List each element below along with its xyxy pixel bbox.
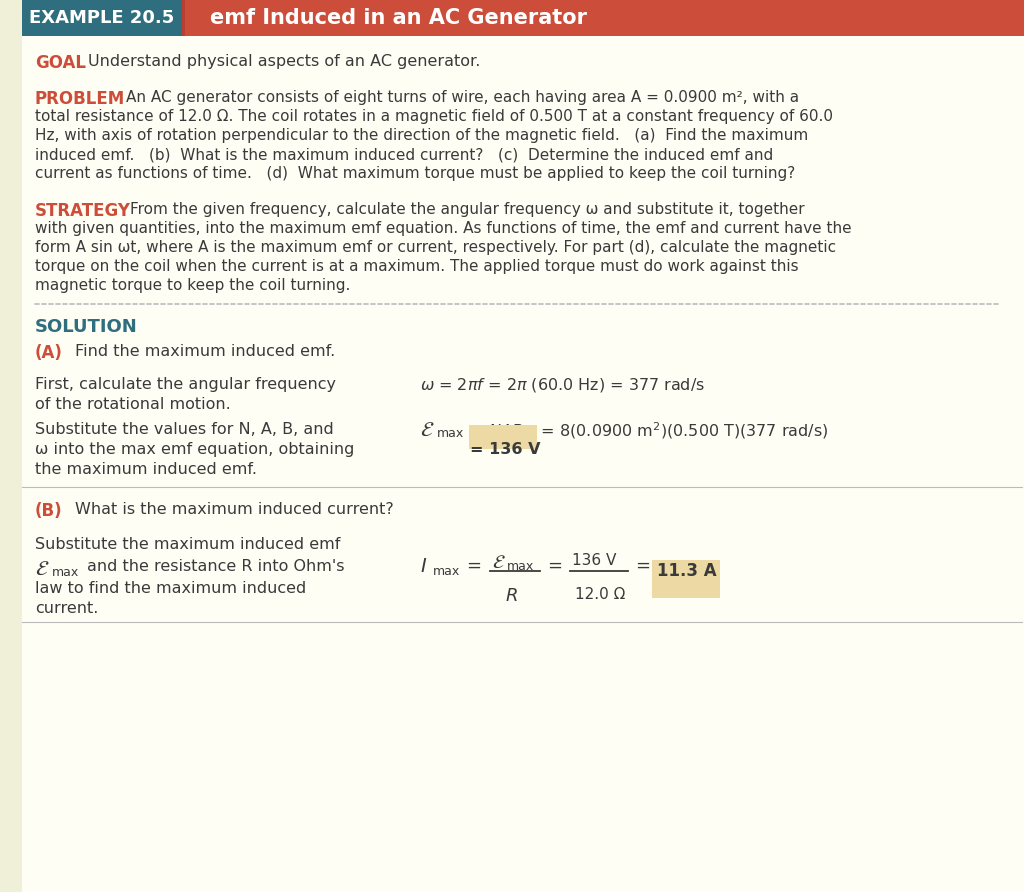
Text: = 136 V: = 136 V	[470, 442, 541, 457]
Text: max: max	[52, 566, 79, 579]
Text: ω into the max emf equation, obtaining: ω into the max emf equation, obtaining	[35, 442, 354, 457]
Text: First, calculate the angular frequency: First, calculate the angular frequency	[35, 377, 336, 392]
FancyBboxPatch shape	[469, 425, 537, 449]
Text: (B): (B)	[35, 502, 62, 520]
Text: GOAL: GOAL	[35, 54, 86, 72]
Text: the maximum induced emf.: the maximum induced emf.	[35, 462, 257, 477]
Text: $\mathcal{E}$: $\mathcal{E}$	[492, 553, 506, 572]
Text: induced emf.   (b)  What is the maximum induced current?   (c)  Determine the in: induced emf. (b) What is the maximum ind…	[35, 147, 773, 162]
Text: and the resistance R into Ohm's: and the resistance R into Ohm's	[87, 559, 344, 574]
Text: An AC generator consists of eight turns of wire, each having area A = 0.0900 m²,: An AC generator consists of eight turns …	[126, 90, 799, 105]
Text: Hz, with axis of rotation perpendicular to the direction of the magnetic field. : Hz, with axis of rotation perpendicular …	[35, 128, 808, 143]
Text: EXAMPLE 20.5: EXAMPLE 20.5	[30, 9, 175, 27]
Text: current as functions of time.   (d)  What maximum torque must be applied to keep: current as functions of time. (d) What m…	[35, 166, 796, 181]
Text: current.: current.	[35, 601, 98, 616]
Text: (A): (A)	[35, 344, 62, 362]
Text: magnetic torque to keep the coil turning.: magnetic torque to keep the coil turning…	[35, 278, 350, 293]
Text: with given quantities, into the maximum emf equation. As functions of time, the : with given quantities, into the maximum …	[35, 221, 852, 236]
Text: total resistance of 12.0 Ω. The coil rotates in a magnetic field of 0.500 T at a: total resistance of 12.0 Ω. The coil rot…	[35, 109, 833, 124]
Text: Find the maximum induced emf.: Find the maximum induced emf.	[75, 344, 335, 359]
Text: emf Induced in an AC Generator: emf Induced in an AC Generator	[210, 8, 587, 28]
Text: 136 V: 136 V	[572, 553, 616, 568]
Text: $\omega$ = 2$\pi$$f$ = 2$\pi$ (60.0 Hz) = 377 rad/s: $\omega$ = 2$\pi$$f$ = 2$\pi$ (60.0 Hz) …	[420, 376, 705, 394]
Text: = $NAB\omega$ = 8(0.0900 m$^2$)(0.500 T)(377 rad/s): = $NAB\omega$ = 8(0.0900 m$^2$)(0.500 T)…	[470, 420, 828, 441]
Text: $R$: $R$	[505, 587, 518, 605]
Text: SOLUTION: SOLUTION	[35, 318, 138, 336]
Text: form A sin ωt, where A is the maximum emf or current, respectively. For part (d): form A sin ωt, where A is the maximum em…	[35, 240, 837, 255]
Text: 12.0 Ω: 12.0 Ω	[575, 587, 626, 602]
Text: Substitute the values for N, A, B, and: Substitute the values for N, A, B, and	[35, 422, 334, 437]
Text: =: =	[466, 557, 481, 575]
Text: $\mathcal{E}$: $\mathcal{E}$	[35, 559, 49, 579]
Bar	[22, 0, 182, 36]
Text: 11.3 A: 11.3 A	[657, 562, 717, 580]
Text: PROBLEM: PROBLEM	[35, 90, 125, 108]
Text: max: max	[433, 565, 460, 578]
Text: $I$: $I$	[420, 557, 427, 576]
Text: max: max	[507, 560, 535, 573]
Text: STRATEGY: STRATEGY	[35, 202, 131, 220]
Text: What is the maximum induced current?: What is the maximum induced current?	[75, 502, 394, 517]
Bar	[0, 0, 22, 892]
Text: From the given frequency, calculate the angular frequency ω and substitute it, t: From the given frequency, calculate the …	[130, 202, 805, 217]
Text: Understand physical aspects of an AC generator.: Understand physical aspects of an AC gen…	[88, 54, 480, 69]
Bar	[22, 0, 1024, 36]
Text: $\mathcal{E}$: $\mathcal{E}$	[420, 420, 434, 440]
Text: =: =	[635, 557, 650, 575]
Text: torque on the coil when the current is at a maximum. The applied torque must do : torque on the coil when the current is a…	[35, 259, 799, 274]
Text: =: =	[547, 557, 562, 575]
Text: Substitute the maximum induced emf: Substitute the maximum induced emf	[35, 537, 340, 552]
Text: law to find the maximum induced: law to find the maximum induced	[35, 581, 306, 596]
Text: max: max	[437, 427, 464, 440]
Text: of the rotational motion.: of the rotational motion.	[35, 397, 230, 412]
FancyBboxPatch shape	[652, 560, 720, 598]
Bar	[182, 0, 185, 36]
